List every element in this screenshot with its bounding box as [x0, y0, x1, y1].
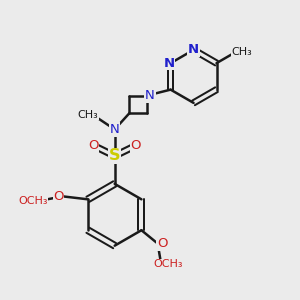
Text: N: N [188, 44, 199, 56]
Text: S: S [109, 148, 120, 164]
Text: O: O [157, 237, 167, 250]
Text: O: O [130, 139, 141, 152]
Text: O: O [53, 190, 64, 203]
Text: O: O [88, 139, 99, 152]
Text: N: N [164, 57, 175, 70]
Text: OCH₃: OCH₃ [153, 259, 182, 269]
Text: CH₃: CH₃ [231, 47, 252, 57]
Text: N: N [110, 123, 119, 136]
Text: CH₃: CH₃ [78, 110, 98, 120]
Text: OCH₃: OCH₃ [18, 196, 48, 206]
Text: N: N [145, 89, 155, 102]
